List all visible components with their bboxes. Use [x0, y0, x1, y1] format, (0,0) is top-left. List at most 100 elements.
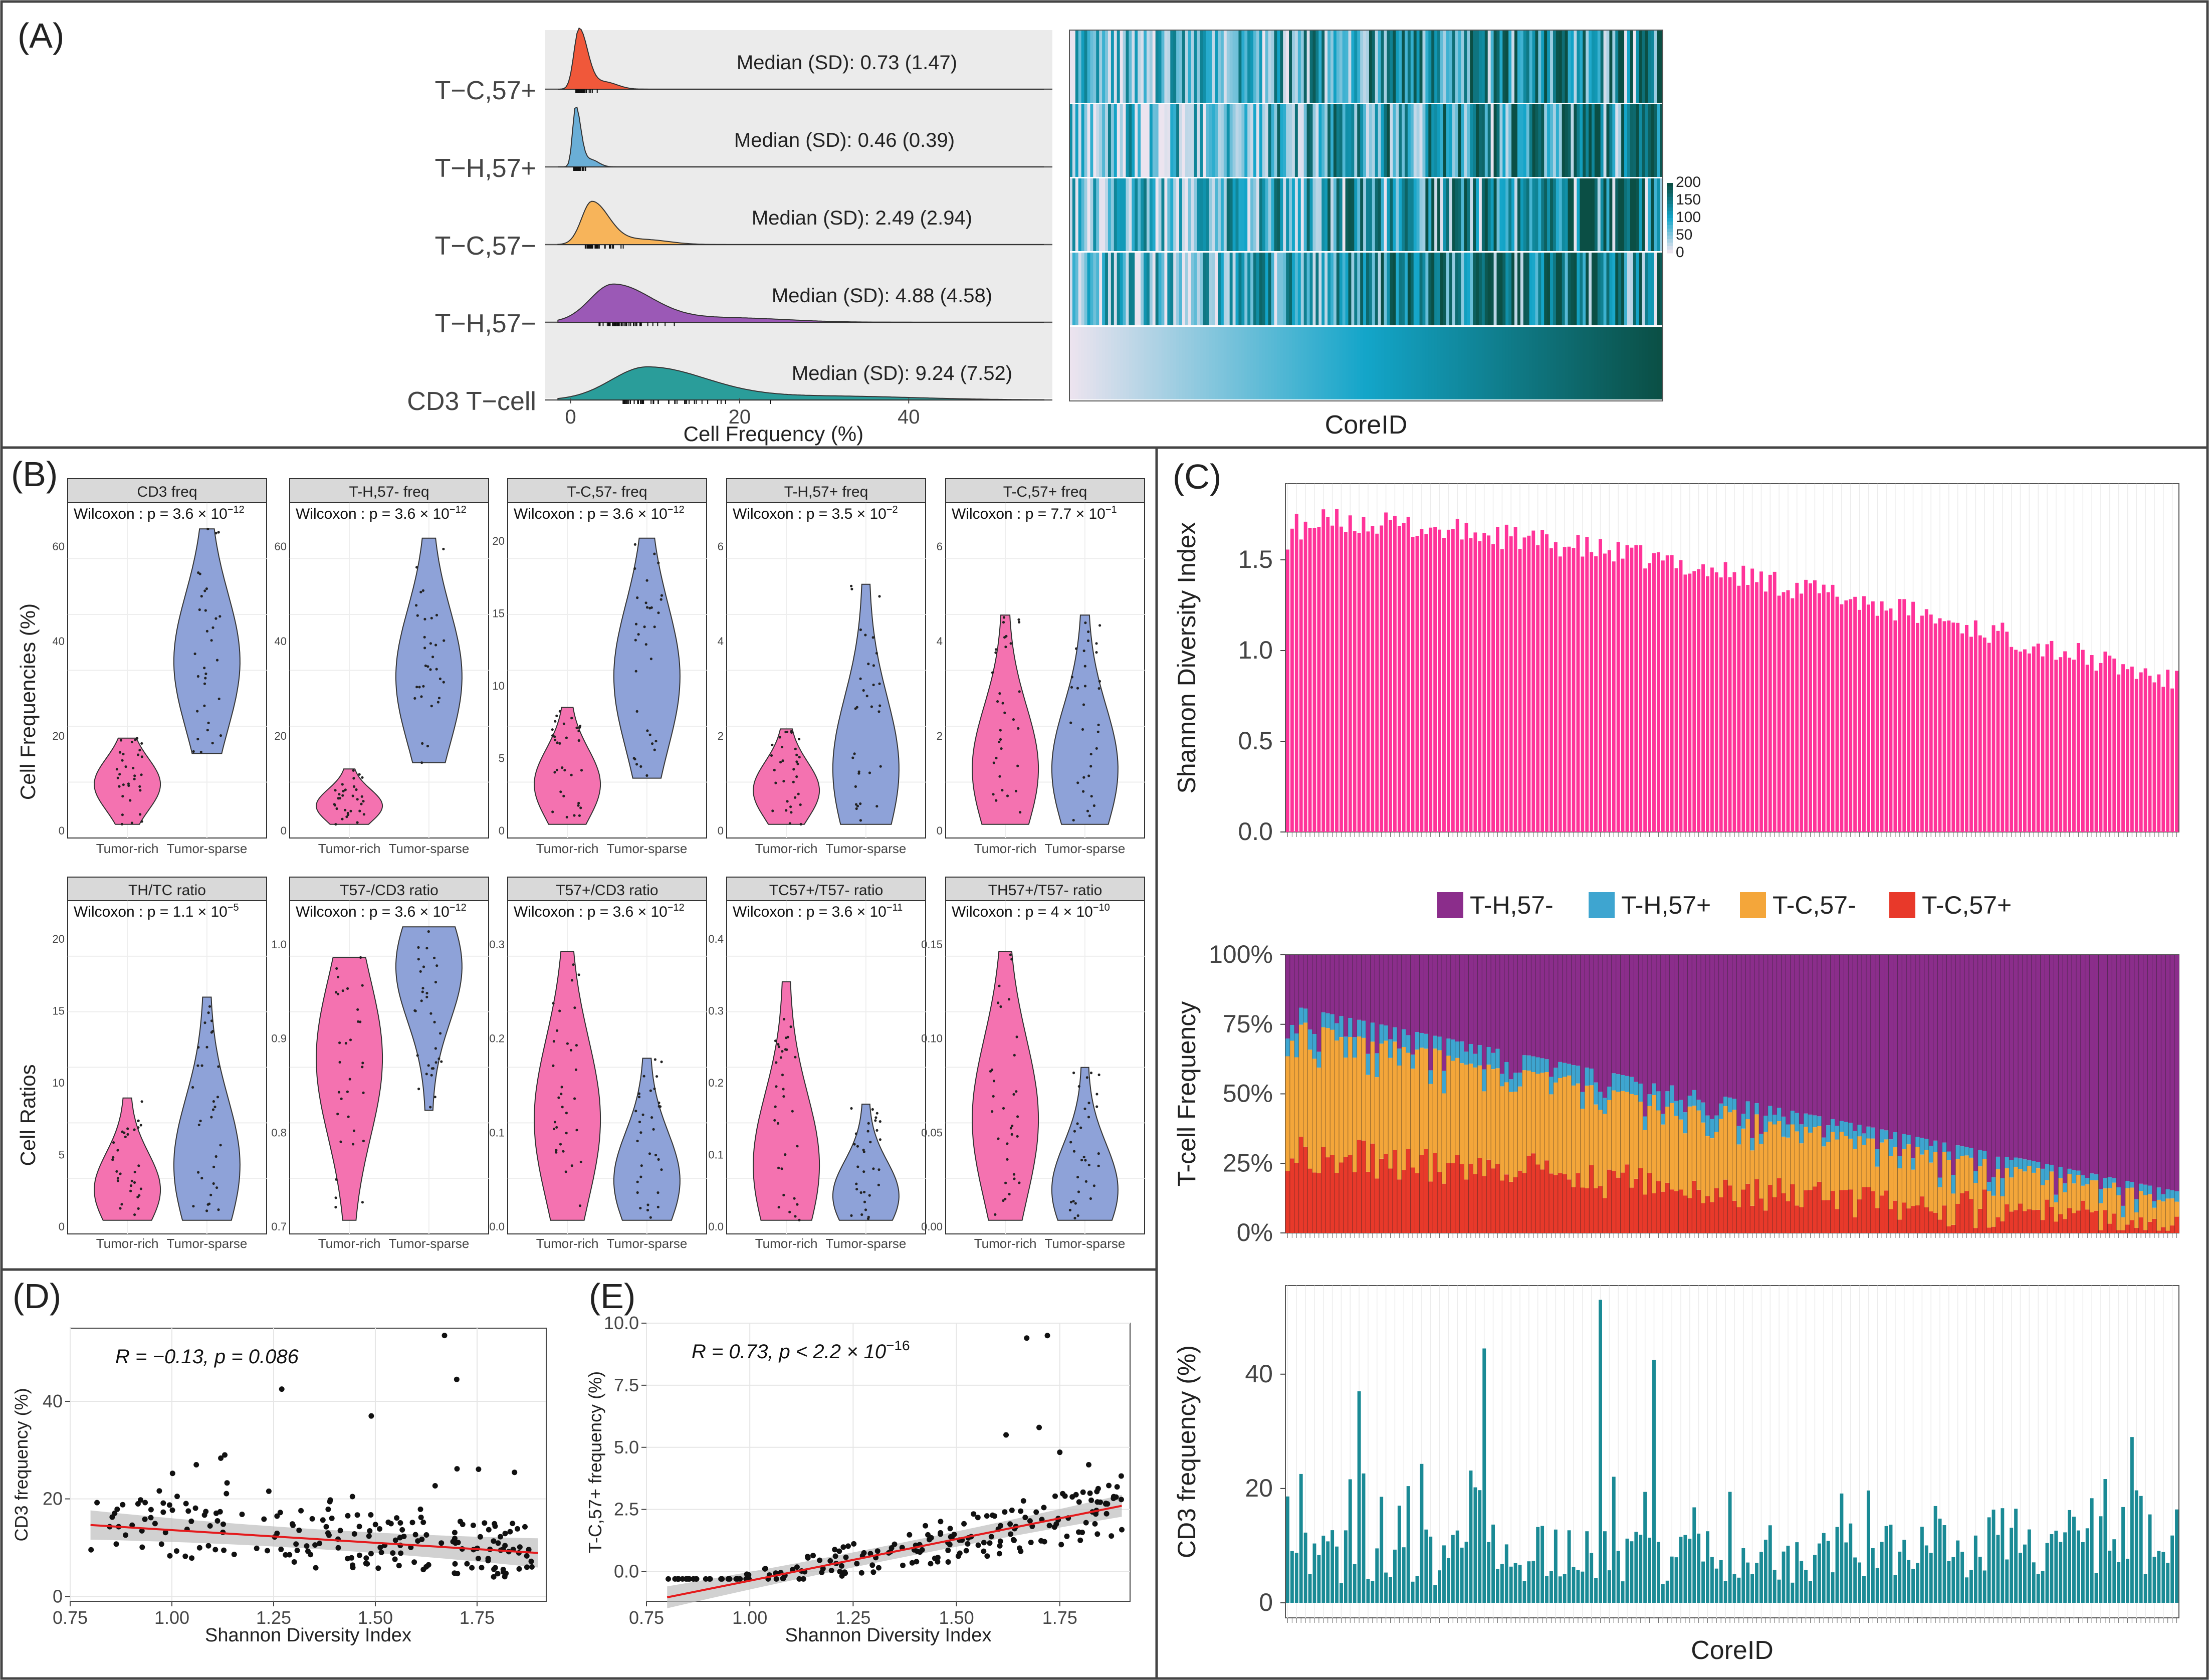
jitter-point: [197, 1123, 200, 1126]
stacked-segment: [1799, 1143, 1804, 1207]
violin-shape: [832, 583, 900, 825]
heatmap-cell: [1155, 178, 1159, 251]
jitter-point: [1068, 1208, 1071, 1212]
heatmap-cell: [1167, 104, 1171, 177]
scatter-point: [294, 1548, 300, 1553]
stacked-segment: [1553, 1175, 1559, 1233]
heatmap-cell: [1315, 178, 1319, 251]
jitter-point: [1092, 1184, 1095, 1187]
jitter-point: [641, 1113, 644, 1116]
stacked-segment: [1964, 1191, 1969, 1233]
heatmap-cell: [1366, 327, 1370, 399]
heatmap-cell: [1158, 178, 1162, 251]
shannon-bar: [1572, 548, 1576, 832]
shannon-bar: [1299, 539, 1303, 832]
stacked-segment: [1799, 955, 1804, 1125]
scatter-point: [965, 1541, 971, 1547]
heatmap-cell: [1078, 104, 1082, 177]
stacked-segment: [1718, 1103, 1723, 1119]
heatmap-cell: [1387, 30, 1390, 103]
stacked-segment: [1982, 1151, 1987, 1159]
heatmap-cell: [1529, 327, 1533, 399]
jitter-point: [850, 584, 853, 587]
heatmap-cell: [1651, 178, 1654, 251]
stat-exponent: −16: [886, 1338, 910, 1353]
heatmap-cell: [1657, 253, 1660, 325]
stacked-segment: [1576, 1066, 1581, 1084]
jitter-point: [878, 1120, 881, 1123]
jitter-point: [871, 636, 874, 639]
jitter-point: [210, 1116, 213, 1119]
stacked-segment: [1902, 955, 1907, 1134]
jitter-point: [207, 721, 210, 724]
heatmap-cell: [1562, 30, 1566, 103]
heatmap-cell: [1529, 104, 1533, 177]
legend-swatch: [1667, 236, 1673, 240]
stacked-segment: [2129, 1182, 2135, 1188]
heatmap-cell: [1155, 104, 1159, 177]
jitter-point: [771, 809, 774, 812]
heatmap-cell: [1297, 327, 1301, 399]
jitter-point: [121, 795, 124, 798]
stacked-segment: [2170, 1198, 2175, 1226]
jitter-point: [352, 785, 356, 788]
jitter-point: [782, 1193, 785, 1197]
violin-shape: [534, 707, 601, 825]
stacked-segment: [1683, 1112, 1688, 1134]
scatter-point: [1109, 1533, 1115, 1539]
heatmap-cell: [1294, 178, 1298, 251]
stacked-segment: [1598, 1092, 1603, 1110]
heatmap-cell: [1144, 30, 1147, 103]
stacked-segment: [1812, 1115, 1818, 1128]
heatmap-cell: [1271, 253, 1275, 325]
scatter-point: [1046, 1523, 1052, 1529]
jitter-point: [356, 798, 359, 801]
jitter-point: [648, 1152, 651, 1155]
heatmap-cell: [1203, 327, 1206, 399]
cd3-bar: [1536, 1527, 1540, 1603]
jitter-point: [196, 738, 199, 741]
scatter-point: [320, 1517, 326, 1523]
stacked-segment: [2031, 1210, 2037, 1233]
stacked-segment: [1977, 955, 1983, 1150]
jitter-point: [204, 677, 207, 680]
scatter-point: [707, 1576, 713, 1582]
jitter-point: [877, 1183, 880, 1186]
heatmap-cell: [1342, 327, 1346, 399]
correlation-stat: R = 0.73, p < 2.2 × 10−16: [692, 1338, 910, 1363]
scatter-point: [837, 1569, 843, 1575]
shannon-bar: [1791, 598, 1795, 832]
cd3-bar: [1607, 1570, 1611, 1603]
cd3-bar: [2143, 1574, 2147, 1603]
scatter-point: [1086, 1461, 1092, 1467]
heatmap-cell: [1146, 178, 1150, 251]
shannon-bar: [1746, 585, 1750, 832]
stacked-segment: [1875, 955, 1880, 1149]
stacked-segment: [2022, 955, 2028, 1160]
jitter-point: [867, 663, 870, 666]
scatter-point: [1003, 1432, 1009, 1438]
scatter-point: [1051, 1524, 1057, 1530]
heatmap-cell: [1493, 104, 1497, 177]
heatmap-cell: [1639, 178, 1643, 251]
cd3-bar: [1996, 1535, 2000, 1603]
stacked-segment: [2174, 1216, 2179, 1233]
heatmap-cell: [1413, 178, 1417, 251]
scatter-point: [854, 1561, 860, 1567]
jitter-point: [554, 720, 557, 723]
heatmap-cell: [1158, 253, 1162, 325]
stacked-segment: [1768, 955, 1773, 1106]
stacked-segment: [2112, 1213, 2117, 1233]
stacked-segment: [2143, 1230, 2148, 1233]
heatmap-cell: [1565, 178, 1569, 251]
heatmap-cell: [1487, 253, 1491, 325]
heatmap-cell: [1123, 253, 1127, 325]
scatter-point: [987, 1540, 993, 1546]
stacked-segment: [1410, 955, 1415, 1055]
jitter-point: [1085, 1076, 1088, 1079]
stacked-segment: [1571, 1085, 1576, 1187]
shannon-bar: [1849, 599, 1853, 832]
shannon-bar: [1782, 592, 1786, 832]
cd3-bar: [1866, 1490, 1870, 1603]
shannon-bar: [1487, 535, 1491, 832]
